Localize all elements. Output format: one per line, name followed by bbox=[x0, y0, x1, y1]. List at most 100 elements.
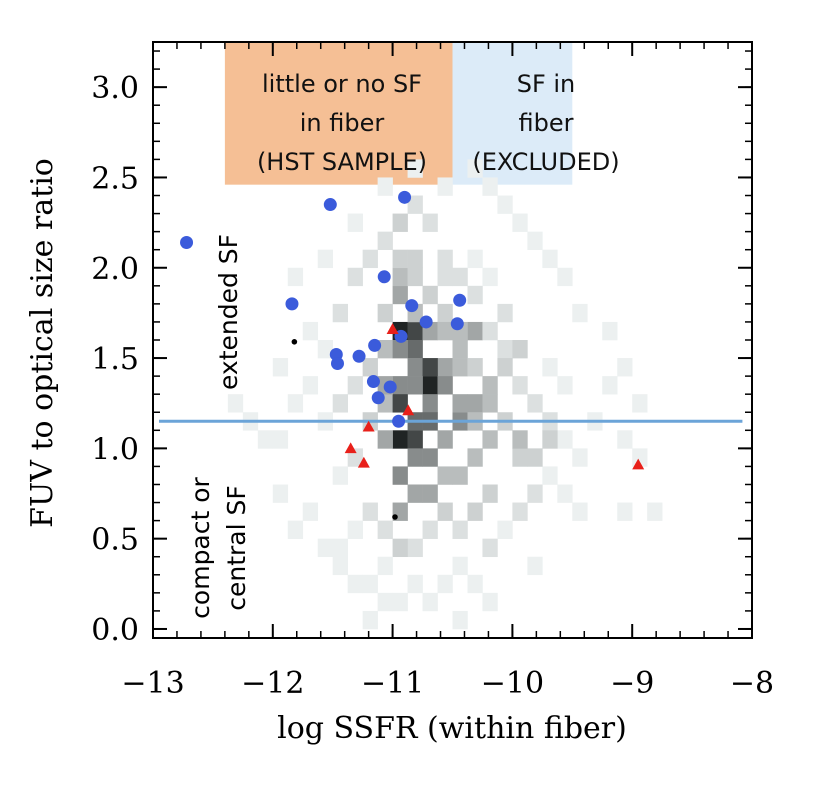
histogram-cell bbox=[467, 249, 483, 269]
histogram-cell bbox=[437, 376, 453, 395]
blue-circle-point bbox=[371, 391, 385, 405]
black-dot-point bbox=[291, 339, 298, 345]
histogram-cell bbox=[482, 484, 498, 503]
region-hst-label-line3: (HST SAMPLE) bbox=[257, 148, 427, 176]
histogram-cell bbox=[317, 538, 333, 558]
histogram-cell bbox=[482, 592, 498, 612]
histogram-cell bbox=[482, 394, 498, 413]
histogram-cell bbox=[392, 466, 408, 485]
blue-circle-point bbox=[180, 235, 194, 249]
histogram-cell bbox=[407, 267, 423, 287]
histogram-cell bbox=[362, 358, 378, 377]
histogram-cell bbox=[527, 394, 543, 413]
histogram-cell bbox=[377, 303, 393, 323]
histogram-cell bbox=[602, 376, 618, 395]
histogram-cell bbox=[272, 484, 289, 503]
x-tick-label: −13 bbox=[121, 666, 184, 701]
y-tick-label: 0.0 bbox=[91, 613, 139, 648]
histogram-cell bbox=[482, 267, 498, 287]
histogram-cell bbox=[392, 394, 408, 413]
axes: −13 −12 −11 −10 −9 −8 0.0 0.5 1.0 1.5 2.0 2.5 3.0 bbox=[91, 41, 774, 701]
histogram-cell bbox=[317, 249, 333, 269]
blue-circle-point bbox=[323, 198, 337, 212]
histogram-cell bbox=[257, 430, 274, 449]
histogram-cell bbox=[512, 448, 528, 467]
histogram-cell bbox=[482, 177, 498, 196]
black-dot-point bbox=[392, 514, 398, 520]
histogram-cell bbox=[407, 249, 423, 269]
histogram-cell bbox=[362, 249, 378, 269]
histogram-cell bbox=[572, 502, 588, 521]
histogram-cell bbox=[437, 574, 453, 594]
histogram-cell bbox=[347, 376, 363, 395]
red-triangle-point bbox=[402, 404, 415, 416]
histogram-cell bbox=[302, 321, 319, 341]
histogram-cell bbox=[452, 466, 468, 485]
histogram-cell bbox=[557, 267, 573, 287]
histogram-cell bbox=[347, 574, 363, 594]
histogram-cell bbox=[332, 538, 348, 558]
histogram-cell bbox=[527, 556, 543, 576]
histogram-cell bbox=[452, 556, 468, 576]
blue-circle-point bbox=[392, 414, 406, 428]
y-tick-label: 1.0 bbox=[91, 432, 139, 467]
background-histogram bbox=[227, 159, 663, 630]
y-tick-label: 2.0 bbox=[91, 252, 139, 287]
histogram-cell bbox=[437, 321, 453, 341]
blue-circle-point bbox=[285, 297, 299, 311]
blue-circle-point bbox=[453, 293, 467, 307]
histogram-cell bbox=[422, 285, 438, 305]
histogram-cell bbox=[347, 267, 363, 287]
region-boxes bbox=[224, 42, 573, 185]
histogram-cell bbox=[332, 303, 348, 323]
histogram-cell bbox=[377, 556, 393, 576]
blue-circle-point bbox=[377, 270, 391, 284]
histogram-cell bbox=[452, 267, 468, 287]
histogram-cell bbox=[392, 213, 408, 232]
histogram-cell bbox=[422, 592, 438, 612]
blue-circle-point bbox=[398, 190, 412, 204]
histogram-cell bbox=[407, 574, 423, 594]
histogram-cell bbox=[407, 340, 423, 359]
histogram-cell bbox=[377, 430, 393, 449]
histogram-cell bbox=[407, 159, 423, 178]
histogram-cell bbox=[362, 610, 378, 630]
compact-sf-label-line1: compact or bbox=[186, 476, 215, 618]
histogram-cell bbox=[572, 303, 588, 323]
blue-circle-point bbox=[352, 349, 366, 363]
blue-circle-point bbox=[366, 375, 380, 389]
histogram-cell bbox=[617, 358, 633, 377]
histogram-cell bbox=[287, 267, 304, 287]
region-hst-label-line2: in fiber bbox=[300, 109, 385, 137]
histogram-cell bbox=[467, 394, 483, 413]
histogram-cell bbox=[362, 502, 378, 521]
histogram-cell bbox=[452, 340, 468, 359]
histogram-cell bbox=[272, 358, 289, 377]
histogram-cell bbox=[287, 394, 304, 413]
y-tick-label: 0.5 bbox=[91, 523, 139, 558]
blue-circle-point bbox=[450, 317, 464, 331]
histogram-cell bbox=[407, 321, 423, 341]
histogram-cell bbox=[377, 231, 393, 250]
histogram-cell bbox=[407, 358, 423, 377]
histogram-cell bbox=[467, 502, 483, 521]
histogram-cell bbox=[527, 448, 543, 467]
histogram-cell bbox=[302, 376, 319, 395]
histogram-cell bbox=[317, 340, 333, 359]
histogram-cell bbox=[437, 466, 453, 485]
histogram-cell bbox=[632, 394, 648, 413]
histogram-cell bbox=[482, 321, 498, 341]
histogram-cell bbox=[437, 249, 453, 269]
histogram-cell bbox=[392, 592, 408, 612]
histogram-cell bbox=[302, 502, 319, 521]
histogram-cell bbox=[602, 321, 618, 341]
histogram-cell bbox=[377, 177, 393, 196]
red-triangle-point bbox=[357, 456, 370, 468]
histogram-cell bbox=[617, 502, 633, 521]
histogram-cell bbox=[392, 249, 408, 269]
histogram-cell bbox=[407, 484, 423, 503]
x-tick-label: −10 bbox=[481, 666, 544, 701]
x-tick-label: −9 bbox=[610, 666, 654, 701]
histogram-cell bbox=[407, 376, 423, 395]
